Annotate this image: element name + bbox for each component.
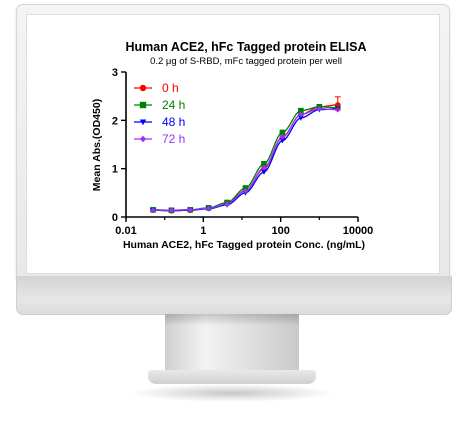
x-tick-label: 10000 bbox=[343, 225, 374, 237]
data-point-48h bbox=[298, 115, 304, 121]
data-point-72h bbox=[205, 205, 212, 212]
data-point-48h bbox=[279, 138, 286, 144]
legend-label: 24 h bbox=[162, 98, 185, 112]
data-point-72h bbox=[298, 111, 304, 118]
legend-marker-72h bbox=[139, 135, 147, 143]
data-point-72h bbox=[150, 207, 156, 214]
monitor-stand-shadow bbox=[165, 314, 299, 326]
data-point-24h bbox=[261, 161, 267, 167]
data-point-72h bbox=[168, 207, 175, 214]
legend-marker-48h bbox=[139, 119, 147, 126]
data-point-48h bbox=[261, 169, 267, 175]
y-axis-label: Mean Abs.(OD450) bbox=[91, 99, 103, 191]
monitor-chin bbox=[16, 276, 452, 315]
data-point-72h bbox=[242, 188, 249, 194]
chart-title: Human ACE2, hFc Tagged protein ELISA bbox=[126, 40, 367, 54]
chart-subtitle: 0.2 μg of S-RBD, mFc tagged protein per … bbox=[150, 56, 342, 67]
data-point-72h bbox=[261, 164, 267, 171]
legend-label: 0 h bbox=[162, 81, 179, 95]
y-tick-label: 1 bbox=[112, 164, 118, 176]
y-tick-label: 3 bbox=[112, 67, 118, 79]
monitor-screen bbox=[26, 14, 440, 274]
legend: 0 h 24 h 48 h 72 h bbox=[134, 81, 185, 146]
x-tick-label: 1 bbox=[200, 225, 206, 237]
y-tick-label: 0 bbox=[112, 212, 118, 224]
data-point-72h bbox=[224, 201, 230, 207]
data-points bbox=[150, 96, 341, 214]
x-tick-label: 100 bbox=[271, 225, 289, 237]
data-point-72h bbox=[279, 133, 286, 140]
data-point-24h bbox=[298, 107, 304, 114]
monitor-stand-neck bbox=[165, 314, 299, 374]
monitor-base-shadow bbox=[128, 384, 336, 402]
legend-marker-24h bbox=[139, 101, 147, 109]
data-point-24h bbox=[279, 129, 286, 136]
data-point-72h bbox=[187, 206, 194, 213]
legend-label: 72 h bbox=[162, 132, 185, 146]
data-point-72h bbox=[316, 105, 323, 112]
elisa-chart: Human ACE2, hFc Tagged protein ELISA 0.2… bbox=[91, 40, 373, 251]
monitor-stand-base bbox=[148, 370, 316, 384]
x-tick-label: 0.01 bbox=[115, 225, 136, 237]
y-tick-label: 2 bbox=[112, 115, 118, 127]
x-axis-label: Human ACE2, hFc Tagged protein Conc. (ng… bbox=[123, 239, 365, 251]
legend-marker-0h bbox=[139, 84, 147, 92]
axis-ticks: 0 1 2 3 0.01 1 100 10000 bbox=[112, 67, 373, 237]
data-point-24h bbox=[242, 185, 249, 191]
legend-label: 48 h bbox=[162, 115, 185, 129]
